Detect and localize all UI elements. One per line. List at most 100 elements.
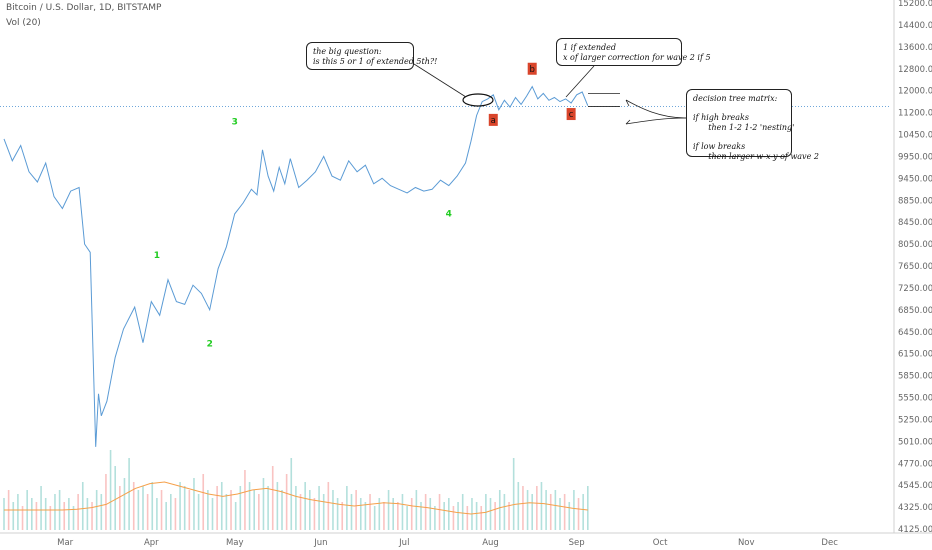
- volume-bar: [132, 482, 135, 530]
- abc-label-b: b: [529, 65, 534, 75]
- volume-bar: [193, 478, 195, 530]
- wave-label-4: 4: [446, 210, 452, 220]
- x-tick-label: Aug: [482, 538, 499, 548]
- wave-label-1: 1: [154, 251, 160, 261]
- y-tick-label: 9950.00: [898, 152, 932, 162]
- abc-box-b: [527, 62, 537, 75]
- volume-bar: [378, 498, 381, 530]
- y-tick-label: 5850.00: [898, 372, 932, 382]
- volume-bar: [12, 502, 15, 530]
- volume-bar: [508, 502, 510, 530]
- volume-bar: [179, 482, 181, 530]
- volume-bar: [318, 486, 320, 530]
- y-tick-label: 6450.00: [898, 328, 932, 338]
- volume-bar: [582, 494, 584, 530]
- volume-bar: [563, 494, 566, 530]
- symbol-title: Bitcoin / U.S. Dollar, 1D, BITSTAMP: [6, 3, 162, 13]
- volume-bar: [540, 482, 543, 530]
- volume-bar: [461, 494, 464, 530]
- volume-bar: [142, 486, 144, 530]
- volume-bar: [355, 490, 357, 530]
- volume-bar: [531, 494, 533, 530]
- volume-bar: [244, 470, 246, 530]
- volume-bar: [554, 490, 557, 530]
- abc-box-c: [566, 108, 576, 121]
- x-tick-label: Dec: [821, 538, 838, 548]
- volume-bar: [397, 502, 399, 530]
- volume-bar: [234, 502, 237, 530]
- volume-bar: [290, 458, 293, 530]
- volume-bar: [54, 494, 56, 530]
- volume-bar: [17, 494, 19, 530]
- volume-bar: [276, 482, 279, 530]
- volume-bar: [68, 498, 70, 530]
- volume-bar: [309, 490, 311, 530]
- wave-label-2: 2: [207, 339, 213, 349]
- x-tick-label: Apr: [144, 538, 159, 548]
- y-tick-label: 4125.00: [898, 525, 932, 535]
- volume-bar: [429, 498, 432, 530]
- volume-bar: [522, 486, 524, 530]
- decision-arrow-high: [625, 99, 687, 119]
- volume-bar: [332, 490, 334, 530]
- volume-bar: [559, 498, 561, 530]
- volume-bar: [230, 490, 232, 530]
- y-tick-label: 7650.00: [898, 262, 932, 272]
- volume-bar: [271, 466, 274, 530]
- y-tick-label: 4325.00: [898, 503, 932, 513]
- volume-bar: [109, 450, 112, 530]
- volume-bar: [304, 482, 306, 530]
- volume-bar: [220, 482, 223, 530]
- volume-bar: [216, 486, 218, 530]
- volume-bar: [545, 490, 547, 530]
- volume-bar: [526, 490, 529, 530]
- volume-bar: [72, 506, 75, 530]
- volume-bar: [443, 502, 445, 530]
- volume-bar: [452, 506, 455, 530]
- volume-bar: [549, 494, 552, 530]
- volume-bar: [285, 474, 288, 530]
- volume-bar: [188, 490, 191, 530]
- volume-bar: [392, 498, 394, 530]
- volume-bar: [577, 498, 580, 530]
- volume-bar: [119, 486, 121, 530]
- volume-bar: [322, 494, 325, 530]
- price-line: [3, 85, 589, 447]
- volume-bar: [517, 482, 520, 530]
- volume-bar: [410, 498, 413, 530]
- volume-ma-line: [4, 481, 588, 515]
- volume-bar: [253, 490, 255, 530]
- volume-bar: [35, 502, 38, 530]
- volume-bar: [21, 506, 24, 530]
- volume-bar: [211, 498, 214, 530]
- big-question-note: the big question: is this 5 or 1 of exte…: [306, 42, 437, 70]
- volume-bar: [77, 494, 79, 530]
- volume-bar: [494, 502, 496, 530]
- volume-bar: [568, 502, 571, 530]
- y-tick-label: 12000.00: [898, 87, 932, 97]
- y-tick-label: 8850.00: [898, 196, 932, 206]
- volume-bar: [369, 494, 371, 530]
- y-tick-label: 12800.00: [898, 65, 932, 75]
- y-tick-label: 10450.00: [898, 131, 932, 141]
- volume-bar: [341, 502, 344, 530]
- volume-bar: [475, 502, 478, 530]
- y-tick-label: 9450.00: [898, 174, 932, 184]
- y-tick-label: 11200.00: [898, 109, 932, 119]
- volume-bar: [40, 486, 42, 530]
- volume-bar: [86, 498, 89, 530]
- volume-bar: [91, 502, 93, 530]
- x-tick-label: Jun: [313, 538, 327, 548]
- wave-label-3: 3: [232, 117, 238, 127]
- volume-bar: [336, 498, 339, 530]
- y-tick-label: 14400.00: [898, 21, 932, 31]
- volume-bar: [480, 506, 483, 530]
- x-tick-label: Nov: [738, 538, 755, 548]
- volume-bar: [512, 458, 515, 530]
- abc-label-c: c: [569, 110, 574, 120]
- abc-box-a: [488, 113, 498, 126]
- volume-bar: [258, 494, 260, 530]
- volume-bar: [197, 494, 200, 530]
- volume-bar: [174, 498, 177, 530]
